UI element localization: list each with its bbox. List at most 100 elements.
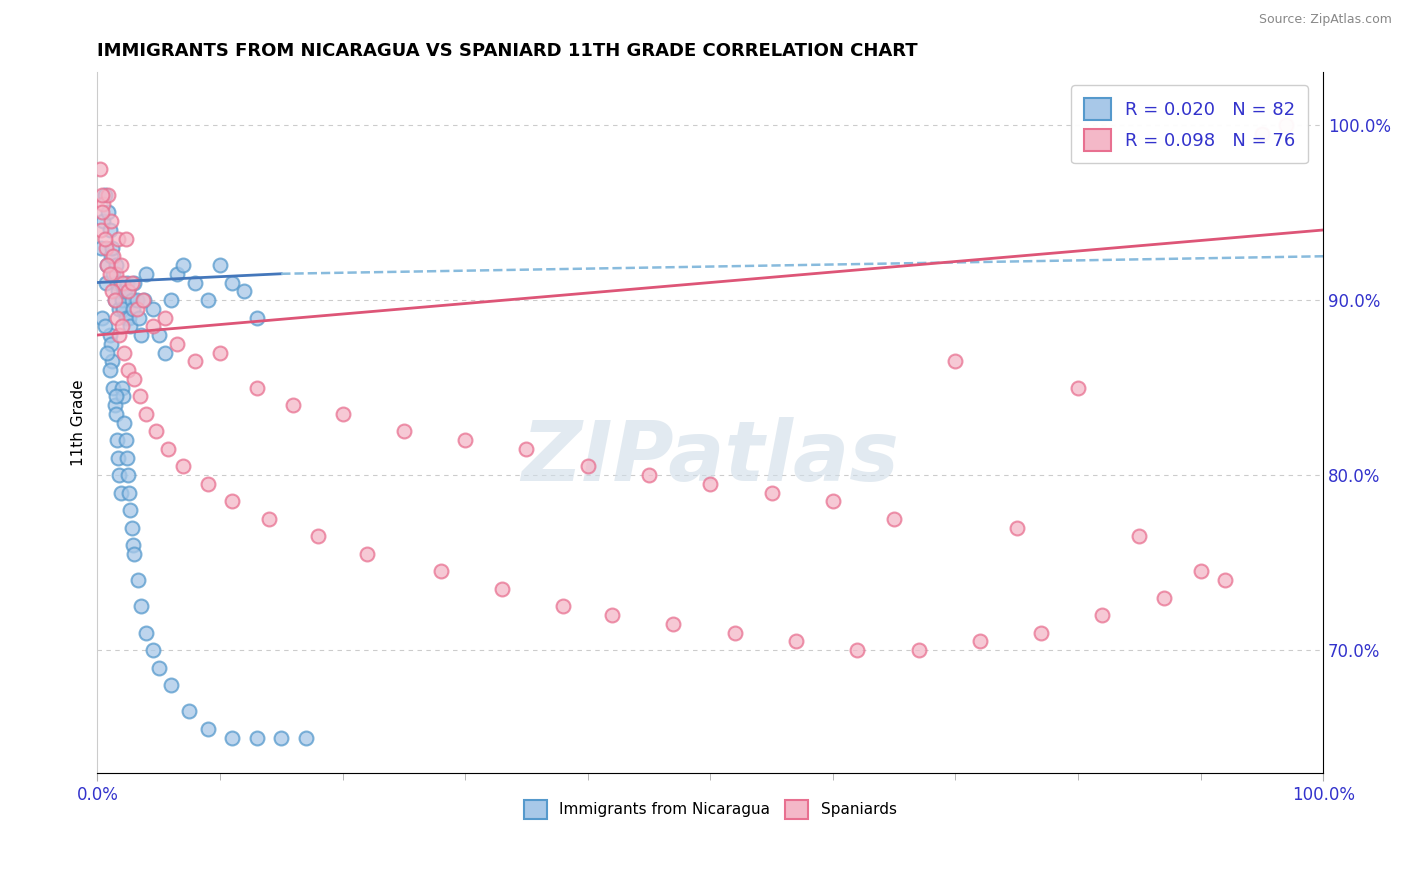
Point: [148, 328, 170, 343]
Point: [104, 267, 127, 281]
Point: [128, 310, 150, 325]
Text: ZIPatlas: ZIPatlas: [522, 417, 900, 498]
Point: [221, 731, 243, 745]
Point: [91, 205, 114, 219]
Point: [576, 459, 599, 474]
Point: [553, 599, 575, 614]
Point: [1005, 521, 1028, 535]
Point: [108, 468, 131, 483]
Point: [93, 319, 115, 334]
Point: [179, 705, 201, 719]
Point: [131, 599, 153, 614]
Point: [103, 267, 125, 281]
Point: [98, 363, 121, 377]
Point: [1031, 625, 1053, 640]
Point: [105, 433, 128, 447]
Legend: Immigrants from Nicaragua, Spaniards: Immigrants from Nicaragua, Spaniards: [517, 794, 903, 824]
Point: [120, 319, 142, 334]
Point: [307, 529, 329, 543]
Point: [101, 285, 124, 299]
Point: [1153, 591, 1175, 605]
Point: [111, 380, 134, 394]
Point: [132, 293, 155, 307]
Point: [117, 468, 139, 483]
Point: [94, 240, 117, 254]
Point: [108, 301, 131, 316]
Point: [122, 301, 145, 316]
Point: [100, 249, 122, 263]
Point: [1189, 565, 1212, 579]
Point: [105, 310, 128, 325]
Point: [1128, 529, 1150, 543]
Point: [114, 232, 136, 246]
Point: [246, 731, 269, 745]
Point: [491, 582, 513, 596]
Point: [103, 293, 125, 307]
Point: [135, 267, 157, 281]
Point: [197, 722, 219, 736]
Point: [103, 293, 125, 307]
Point: [105, 276, 128, 290]
Point: [724, 625, 747, 640]
Point: [98, 223, 121, 237]
Point: [141, 301, 163, 316]
Point: [107, 232, 129, 246]
Point: [907, 643, 929, 657]
Point: [110, 258, 132, 272]
Point: [110, 276, 132, 290]
Point: [121, 521, 143, 535]
Point: [121, 276, 143, 290]
Point: [761, 485, 783, 500]
Point: [100, 336, 122, 351]
Point: [117, 285, 139, 299]
Point: [148, 661, 170, 675]
Point: [141, 319, 163, 334]
Text: IMMIGRANTS FROM NICARAGUA VS SPANIARD 11TH GRADE CORRELATION CHART: IMMIGRANTS FROM NICARAGUA VS SPANIARD 11…: [97, 42, 918, 60]
Point: [125, 301, 148, 316]
Point: [104, 389, 127, 403]
Point: [117, 363, 139, 377]
Point: [98, 267, 121, 281]
Point: [131, 328, 153, 343]
Point: [600, 608, 623, 623]
Point: [104, 258, 127, 272]
Y-axis label: 11th Grade: 11th Grade: [72, 379, 86, 466]
Point: [246, 380, 269, 394]
Point: [392, 425, 415, 439]
Point: [103, 398, 125, 412]
Point: [117, 285, 139, 299]
Point: [454, 433, 477, 447]
Point: [91, 310, 114, 325]
Point: [141, 643, 163, 657]
Point: [120, 503, 142, 517]
Point: [208, 258, 231, 272]
Point: [98, 328, 121, 343]
Point: [93, 214, 115, 228]
Point: [114, 310, 136, 325]
Point: [246, 310, 269, 325]
Point: [122, 538, 145, 552]
Point: [166, 336, 188, 351]
Point: [96, 258, 118, 272]
Point: [153, 310, 176, 325]
Point: [112, 301, 135, 316]
Point: [221, 276, 243, 290]
Point: [90, 240, 112, 254]
Point: [270, 731, 292, 745]
Point: [197, 293, 219, 307]
Point: [97, 205, 120, 219]
Point: [121, 293, 143, 307]
Point: [153, 345, 176, 359]
Point: [221, 494, 243, 508]
Point: [883, 512, 905, 526]
Point: [111, 319, 134, 334]
Point: [1091, 608, 1114, 623]
Point: [945, 354, 967, 368]
Point: [100, 214, 122, 228]
Point: [294, 731, 316, 745]
Point: [122, 372, 145, 386]
Point: [821, 494, 844, 508]
Point: [127, 573, 149, 587]
Point: [101, 354, 124, 368]
Point: [129, 389, 152, 403]
